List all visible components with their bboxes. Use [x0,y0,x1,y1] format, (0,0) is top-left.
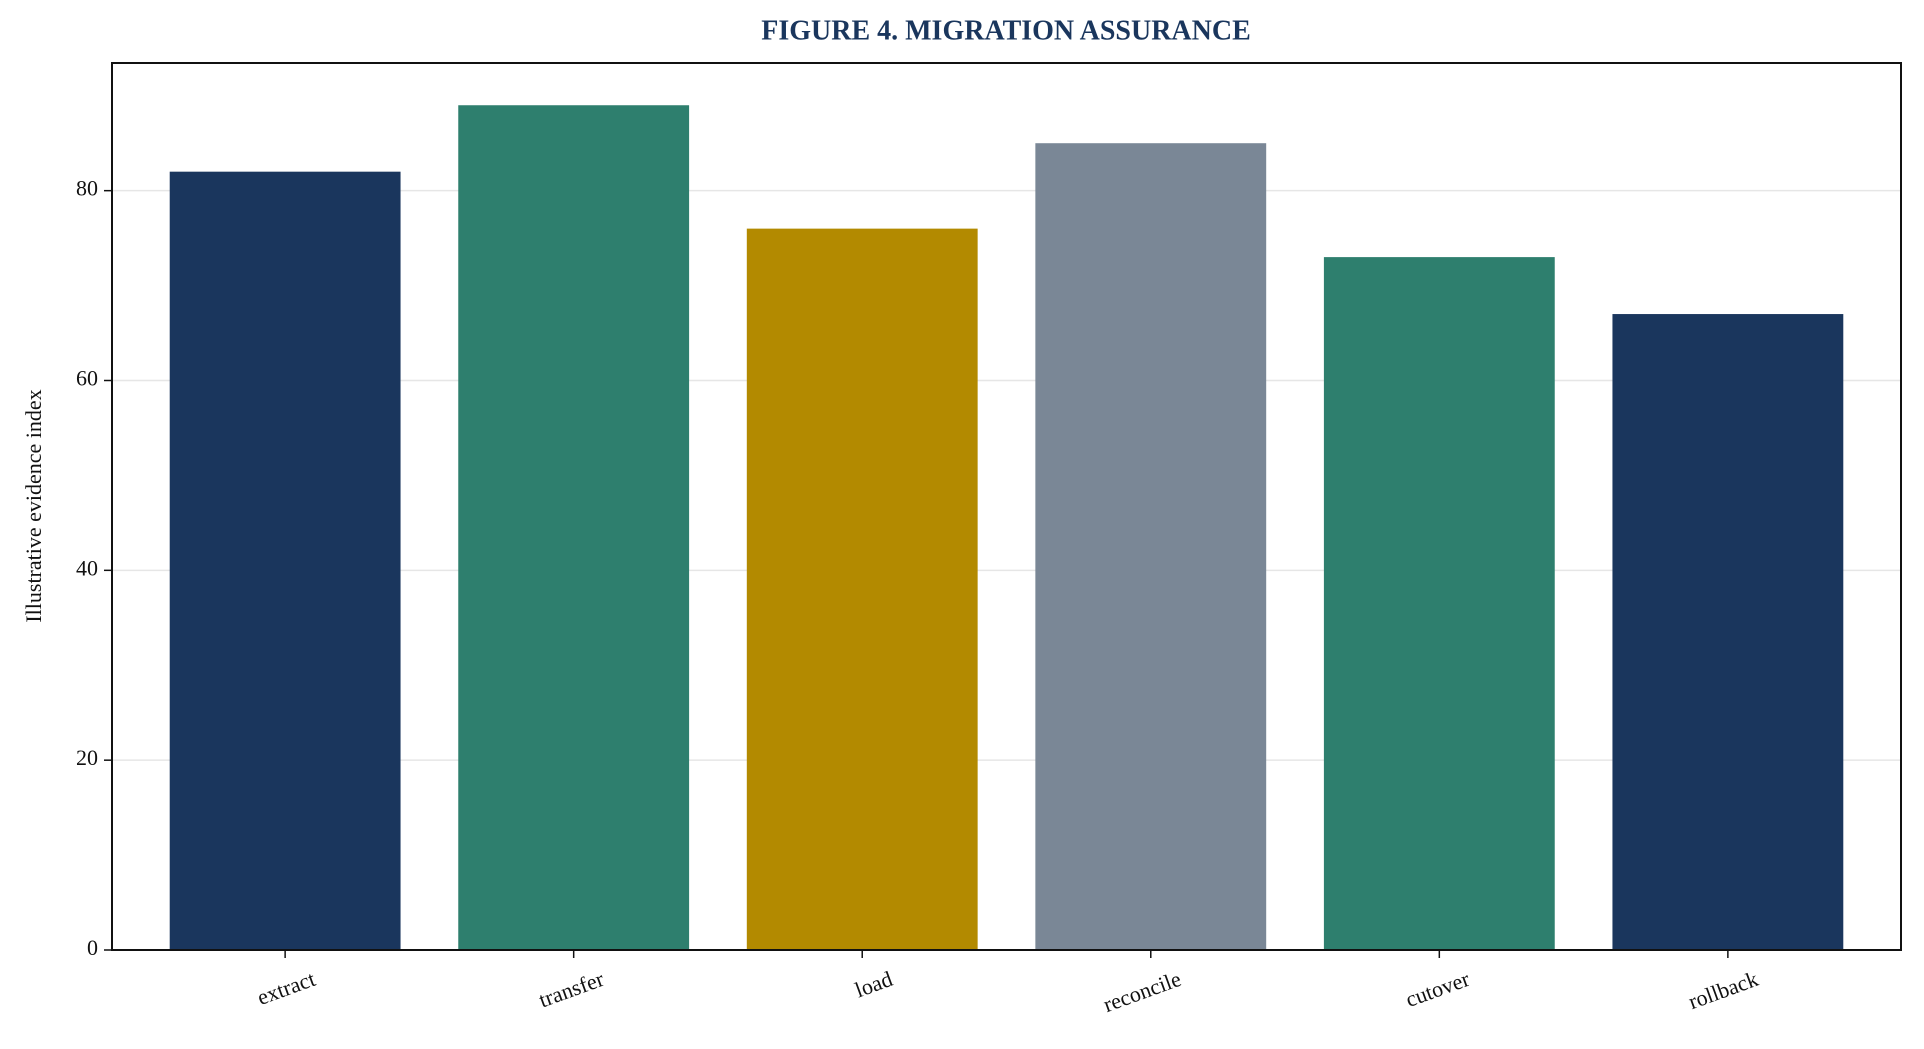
bar [1612,314,1844,950]
bar [1323,257,1555,950]
x-tick-label: load [852,966,896,1002]
bar [458,105,690,950]
x-tick-label: rollback [1685,966,1761,1014]
x-tick-label: extract [254,966,319,1010]
plot-frame [111,62,1902,951]
y-tick-label: 40 [76,555,98,580]
y-tick-label: 80 [76,176,98,201]
x-tick-label: transfer [535,966,607,1013]
y-tick-label: 0 [87,935,98,960]
y-axis-label: Illustrative evidence index [21,389,46,622]
y-tick-label: 60 [76,366,98,391]
bar [1035,143,1267,950]
y-tick-label: 20 [76,745,98,770]
bar [746,228,978,951]
x-tick-label: reconcile [1100,966,1184,1017]
x-tick-label: cutover [1402,966,1473,1012]
chart-title: FIGURE 4. MIGRATION ASSURANCE [761,15,1251,46]
bar [169,171,401,950]
